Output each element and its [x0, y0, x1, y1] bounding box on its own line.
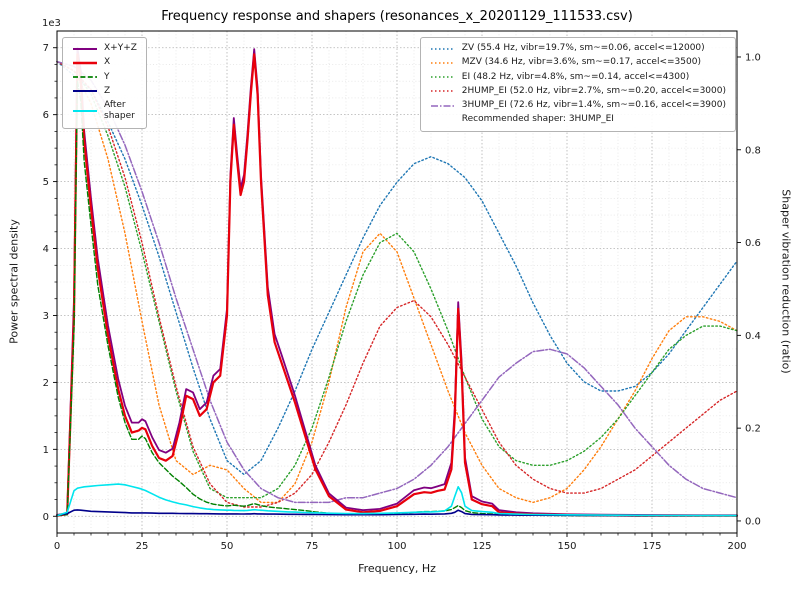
legend-label: 2HUMP_EI (52.0 Hz, vibr=2.7%, sm~=0.20, … — [461, 85, 726, 96]
y-axis-label-right: Shaper vibration reduction (ratio) — [779, 189, 793, 374]
x-axis-label: Frequency, Hz — [358, 562, 436, 575]
legend-psd: X+Y+Z X Y Z After shaper — [62, 37, 147, 129]
legend-label: Z — [104, 85, 111, 96]
legend-label: After shaper — [104, 100, 135, 122]
legend-item-ei: EI (48.2 Hz, vibr=4.8%, sm~=0.14, accel<… — [430, 72, 726, 83]
legend-item-z: Z — [72, 86, 137, 97]
y-right-tick-label: 0.4 — [745, 331, 761, 342]
legend-label: EI (48.2 Hz, vibr=4.8%, sm~=0.14, accel<… — [461, 71, 690, 82]
x-tick-label: 175 — [642, 541, 661, 552]
y-left-tick-label: 0 — [43, 512, 49, 523]
series-zv — [56, 60, 738, 476]
line-swatch-icon — [430, 90, 455, 93]
x-tick-label: 150 — [557, 541, 576, 552]
chart-title: Frequency response and shapers (resonanc… — [161, 9, 633, 24]
recommended-shaper-note: Recommended shaper: 3HUMP_EI — [461, 114, 614, 125]
y-left-tick-label: 7 — [43, 43, 49, 54]
series-ei — [56, 60, 738, 499]
line-swatch-icon — [430, 62, 455, 64]
series-mzv — [56, 60, 738, 504]
legend-item-mzv: MZV (34.6 Hz, vibr=3.6%, sm~=0.17, accel… — [430, 57, 726, 68]
legend-item-xyz: X+Y+Z — [72, 43, 137, 54]
legend-item-zv: ZV (55.4 Hz, vibr=19.7%, sm~=0.06, accel… — [430, 43, 726, 54]
legend-item-x: X — [72, 57, 137, 68]
y-left-tick-label: 6 — [43, 110, 49, 121]
x-tick-label: 200 — [727, 541, 746, 552]
legend-label: X+Y+Z — [104, 43, 137, 53]
series-after-shaper — [56, 483, 738, 517]
axis-layer: 0 25 50 75 100 125 150 175 200 0 1 2 3 4 5 6 7 0.0 0.2 0.4 0… — [43, 43, 761, 552]
legend-label: ZV (55.4 Hz, vibr=19.7%, sm~=0.06, accel… — [461, 43, 705, 53]
y-left-tick-label: 4 — [43, 244, 49, 255]
x-tick-label: 100 — [387, 541, 406, 552]
line-swatch-icon — [73, 76, 97, 78]
legend-item-y: Y — [72, 72, 137, 83]
x-tick-label: 75 — [306, 541, 319, 552]
y-right-tick-label: 0.0 — [745, 516, 761, 527]
x-tick-label: 25 — [136, 541, 149, 552]
y-right-tick-label: 0.6 — [745, 238, 761, 249]
line-swatch-icon — [73, 90, 97, 93]
y-right-tick-label: 0.2 — [745, 424, 761, 435]
legend-item-after-shaper: After shaper — [72, 100, 137, 123]
legend-label: MZV (34.6 Hz, vibr=3.6%, sm~=0.17, accel… — [461, 57, 701, 68]
series-z — [56, 509, 738, 517]
series-2hump-ei — [56, 60, 738, 508]
series-x — [55, 53, 739, 517]
series-layer — [55, 46, 739, 517]
line-swatch-icon — [73, 61, 97, 65]
legend-item-3hump-ei: 3HUMP_EI (72.6 Hz, vibr=1.4%, sm~=0.16, … — [430, 100, 726, 111]
legend-label: X — [104, 57, 111, 68]
line-swatch-icon — [430, 104, 455, 107]
legend-label: Y — [104, 71, 110, 82]
y-axis-label-left: Power spectral density — [7, 219, 21, 344]
y-left-tick-label: 2 — [43, 378, 49, 389]
legend-item-2hump-ei: 2HUMP_EI (52.0 Hz, vibr=2.7%, sm~=0.20, … — [430, 86, 726, 97]
series-3hump-ei — [56, 60, 738, 504]
line-swatch-icon — [430, 76, 455, 78]
series-y — [56, 80, 738, 517]
x-tick-label: 125 — [472, 541, 491, 552]
axis-offset-text: 1e3 — [42, 18, 61, 29]
y-left-tick-label: 1 — [43, 445, 49, 456]
y-left-tick-label: 3 — [43, 311, 49, 322]
y-right-tick-label: 0.8 — [745, 145, 761, 156]
legend-shapers: ZV (55.4 Hz, vibr=19.7%, sm~=0.06, accel… — [419, 37, 736, 132]
y-left-tick-label: 5 — [43, 177, 49, 188]
x-tick-label: 50 — [221, 541, 234, 552]
line-swatch-icon — [73, 110, 97, 113]
legend-label: 3HUMP_EI (72.6 Hz, vibr=1.4%, sm~=0.16, … — [461, 100, 726, 110]
y-right-tick-label: 1.0 — [745, 52, 761, 63]
line-swatch-icon — [430, 47, 455, 50]
line-swatch-icon — [73, 47, 97, 50]
x-tick-label: 0 — [54, 541, 60, 552]
